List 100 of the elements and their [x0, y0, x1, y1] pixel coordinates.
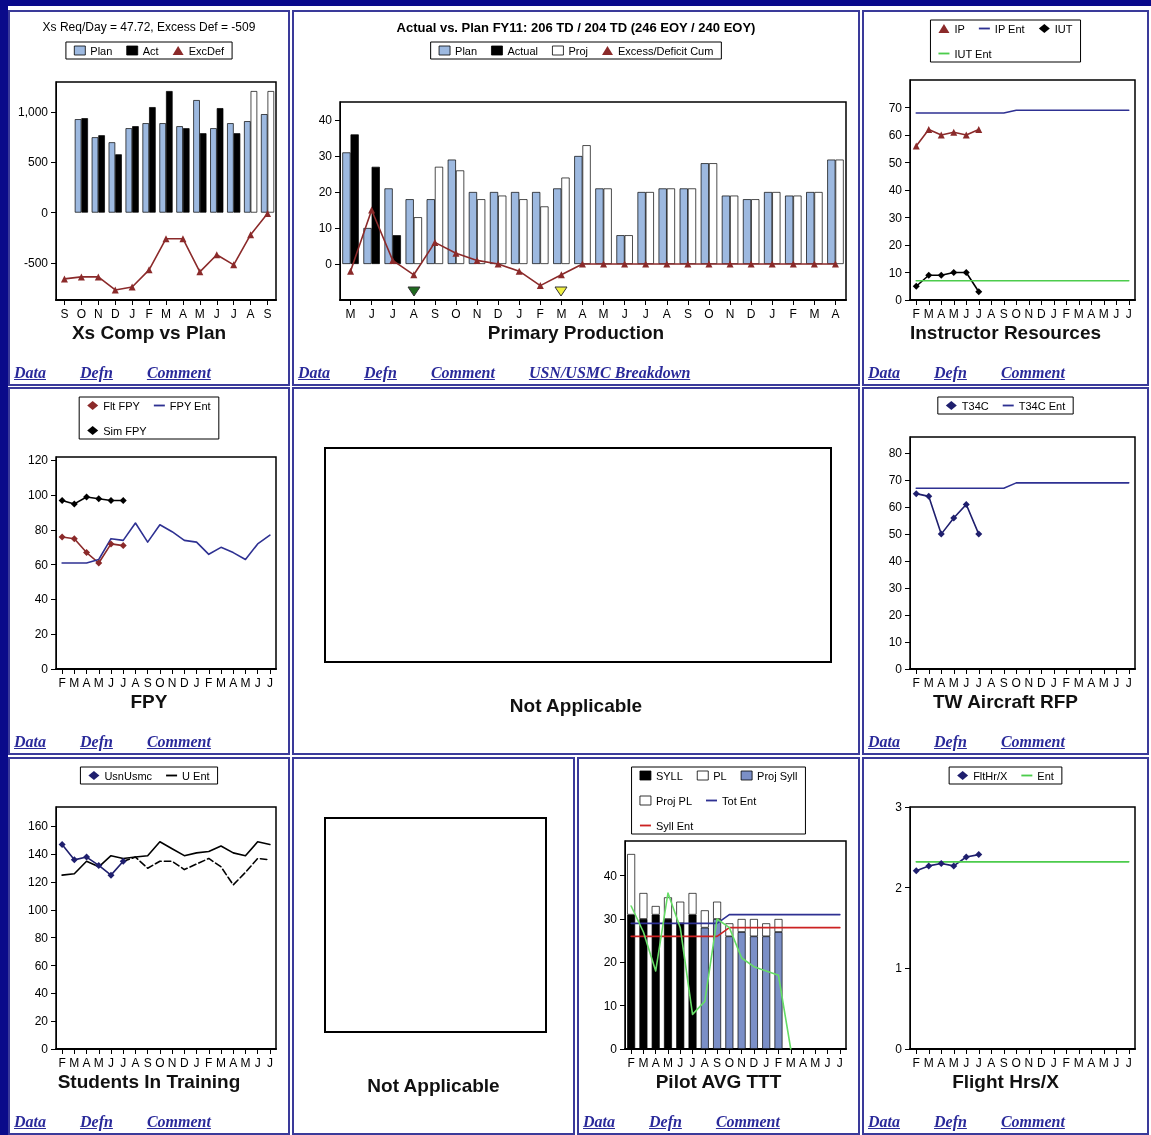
text: Defn: [80, 364, 113, 382]
point: [950, 269, 958, 276]
point: [431, 238, 439, 246]
y-tick-label: 0: [895, 1042, 903, 1056]
x-tick-label: A: [1087, 307, 1096, 321]
x-tick-label: D: [746, 307, 756, 321]
x-tick-label: F: [1062, 1056, 1070, 1070]
x-tick-label: S: [713, 1056, 722, 1070]
x-tick-label: S: [999, 307, 1008, 321]
y-tick-label: 20: [888, 608, 903, 623]
x-tick-label: F: [912, 307, 920, 321]
x-tick-label: N: [1024, 307, 1034, 321]
point: [107, 540, 115, 548]
x-tick-label: M: [556, 307, 567, 321]
x-tick-label: J: [213, 307, 220, 321]
x-tick-label: O: [704, 307, 714, 321]
x-tick-label: O: [1011, 307, 1021, 321]
x-tick-label: J: [689, 1056, 696, 1070]
x-tick-label: A: [937, 307, 946, 321]
text: Not Applicable: [508, 695, 644, 717]
y-tick-label: 160: [27, 819, 49, 834]
legend-label: Sim FPY: [103, 424, 148, 437]
x-tick-label: D: [180, 1056, 189, 1070]
x-tick-label: N: [725, 307, 735, 321]
x-tick-label: A: [178, 307, 187, 321]
point: [600, 260, 608, 268]
x-tick-label: F: [205, 1056, 213, 1070]
x-tick-label: M: [785, 1056, 796, 1070]
text: Defn: [934, 733, 967, 751]
y-tick-label: 0: [895, 293, 903, 307]
x-tick-label: A: [651, 1056, 660, 1070]
x-tick-label: J: [254, 1056, 261, 1070]
point: [705, 260, 713, 268]
x-tick-label: M: [948, 1056, 959, 1070]
x-tick-label: F: [1062, 307, 1070, 321]
x-tick-label: S: [143, 1056, 152, 1070]
point: [473, 256, 481, 264]
legend-label: SYLL: [655, 769, 683, 782]
x-tick-label: J: [193, 1056, 200, 1070]
x-tick-label: S: [60, 307, 69, 321]
point: [925, 492, 933, 500]
legend-label: Plan: [455, 44, 478, 57]
text: Data: [868, 364, 900, 382]
point: [912, 867, 920, 875]
point: [145, 266, 153, 274]
x-tick-label: J: [975, 676, 982, 690]
y-tick-label: 3: [895, 800, 903, 814]
y-tick-label: 60: [888, 500, 903, 515]
y-tick-label: 20: [34, 1014, 49, 1029]
text: Instructor Resources: [908, 322, 1103, 344]
point: [389, 256, 397, 264]
x-tick-label: J: [266, 1056, 273, 1070]
point: [83, 853, 91, 861]
x-tick-label: M: [1098, 676, 1109, 690]
x-tick-label: J: [963, 307, 970, 321]
x-tick-label: A: [229, 676, 238, 690]
x-tick-label: O: [1011, 676, 1021, 690]
x-tick-label: O: [155, 1056, 165, 1070]
x-tick-label: A: [131, 676, 140, 690]
point: [950, 862, 958, 870]
x-tick-label: A: [1087, 676, 1096, 690]
x-tick-label: D: [1036, 1056, 1046, 1070]
point: [789, 260, 797, 268]
x-tick-label: D: [1036, 676, 1046, 690]
text: Data: [14, 364, 46, 382]
x-tick-label: F: [912, 676, 920, 690]
point: [912, 490, 920, 498]
text: Defn: [80, 1113, 113, 1131]
legend-label: FPY Ent: [169, 399, 211, 412]
point: [70, 535, 78, 543]
point: [515, 267, 523, 275]
x-tick-label: A: [662, 307, 671, 321]
point: [810, 260, 818, 268]
x-tick-label: F: [536, 307, 544, 321]
x-tick-label: J: [108, 676, 114, 690]
legend-label: ExcDef: [188, 44, 226, 57]
x-tick-label: M: [662, 1056, 673, 1070]
x-tick-label: J: [677, 1056, 684, 1070]
x-tick-label: J: [193, 676, 200, 690]
x-tick-label: A: [1087, 1056, 1096, 1070]
point: [950, 128, 958, 136]
y-tick-label: 1: [895, 961, 903, 976]
text: Data: [298, 364, 330, 382]
text: Comment: [146, 733, 211, 751]
point: [925, 126, 933, 133]
x-tick-label: D: [1036, 307, 1046, 321]
x-tick-label: S: [263, 307, 272, 321]
text: Comment: [715, 1113, 780, 1131]
legend-label: IUT Ent: [954, 47, 992, 60]
x-tick-label: J: [963, 1056, 970, 1070]
text: Data: [14, 1113, 46, 1131]
y-tick-label: 0: [41, 662, 49, 676]
x-tick-label: M: [948, 676, 959, 690]
point: [937, 131, 945, 139]
point: [768, 260, 776, 268]
legend-label: Tot Ent: [722, 794, 757, 807]
x-tick-label: N: [167, 676, 177, 690]
x-tick-label: M: [69, 1056, 80, 1070]
y-tick-label: 100: [27, 488, 49, 503]
x-tick-label: M: [93, 1056, 104, 1070]
